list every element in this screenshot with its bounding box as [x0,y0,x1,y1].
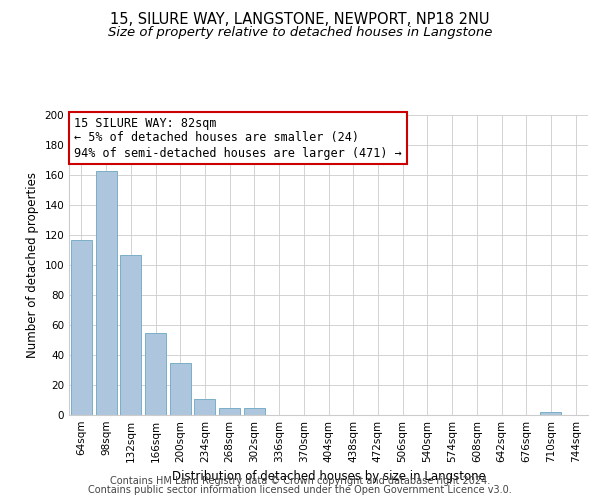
Bar [145,332,166,415]
Bar [71,240,92,415]
Bar [244,408,265,415]
Text: Contains HM Land Registry data © Crown copyright and database right 2024.: Contains HM Land Registry data © Crown c… [110,476,490,486]
Bar [120,254,141,415]
Text: 15 SILURE WAY: 82sqm
← 5% of detached houses are smaller (24)
94% of semi-detach: 15 SILURE WAY: 82sqm ← 5% of detached ho… [74,116,402,160]
Bar [541,412,562,415]
Y-axis label: Number of detached properties: Number of detached properties [26,172,39,358]
X-axis label: Distribution of detached houses by size in Langstone: Distribution of detached houses by size … [172,470,485,484]
Text: 15, SILURE WAY, LANGSTONE, NEWPORT, NP18 2NU: 15, SILURE WAY, LANGSTONE, NEWPORT, NP18… [110,12,490,28]
Bar [194,398,215,415]
Text: Contains public sector information licensed under the Open Government Licence v3: Contains public sector information licen… [88,485,512,495]
Bar [95,170,116,415]
Bar [170,362,191,415]
Text: Size of property relative to detached houses in Langstone: Size of property relative to detached ho… [108,26,492,39]
Bar [219,408,240,415]
